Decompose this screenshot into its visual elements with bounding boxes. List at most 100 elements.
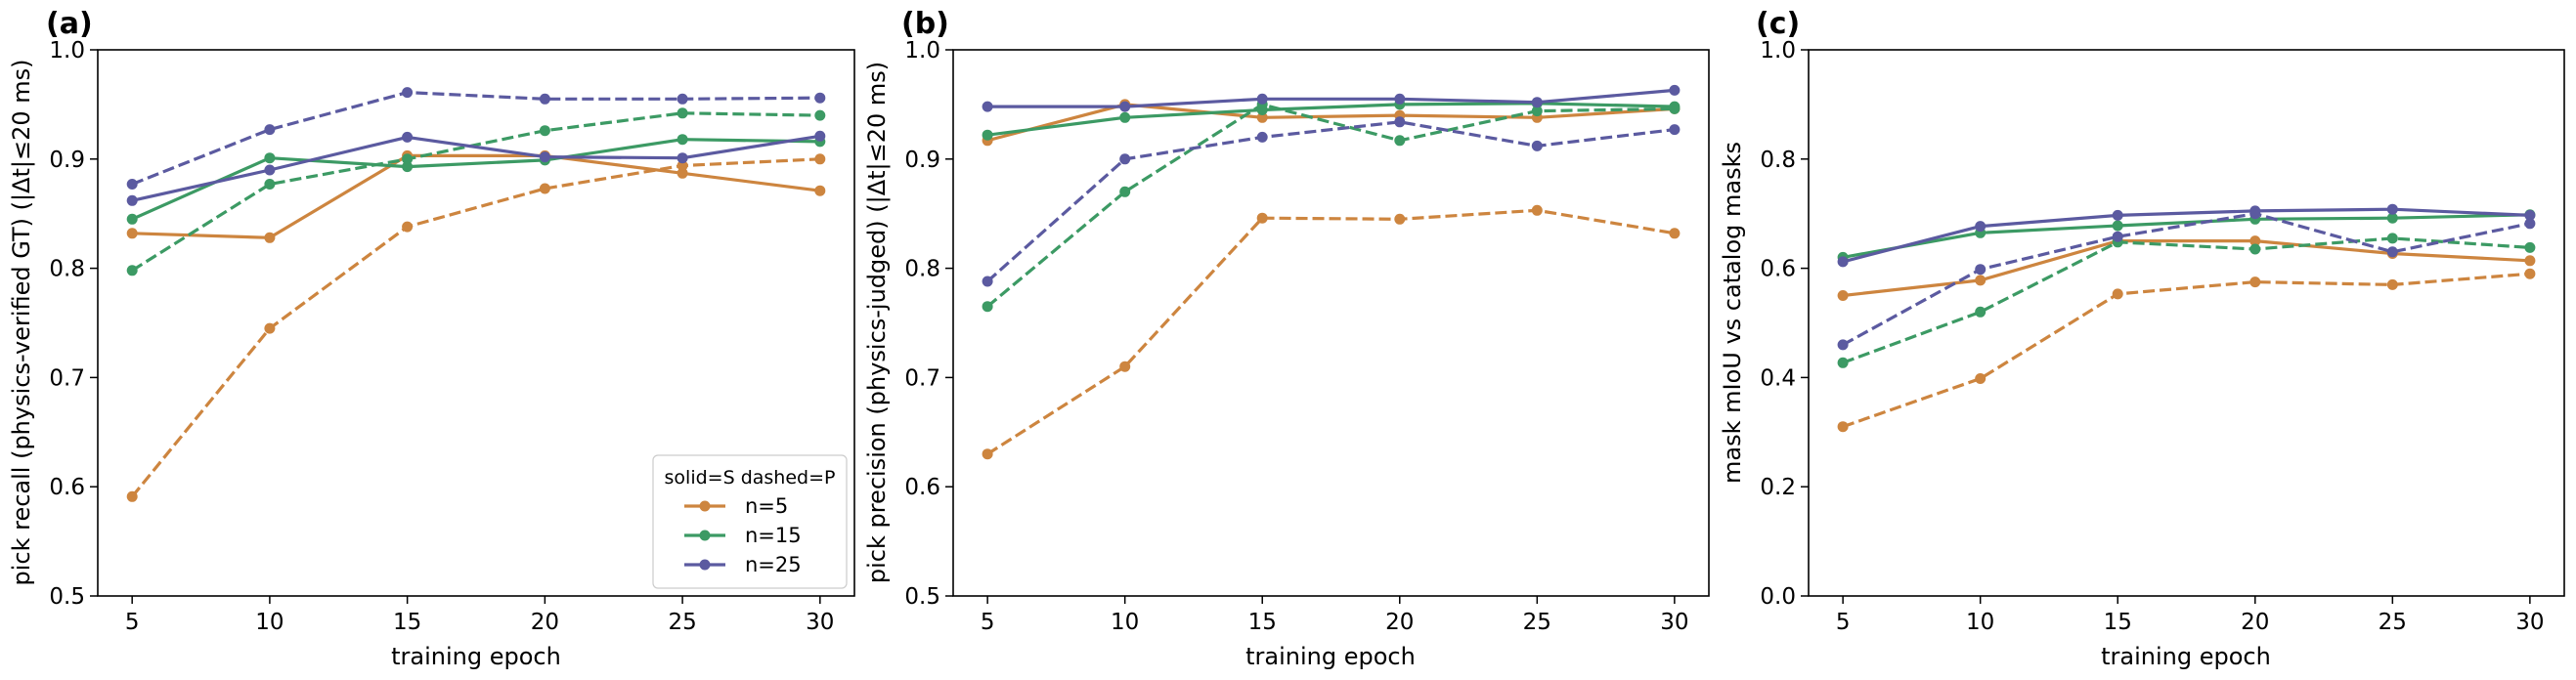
data-point-n5-dashed-c <box>2386 278 2398 290</box>
data-point-n25-dashed-c <box>2386 246 2398 258</box>
y-tick-label-b: 0.6 <box>904 475 940 500</box>
data-point-n25-dashed-b <box>1256 131 1268 143</box>
series-line-n5-dashed-a <box>130 157 820 498</box>
data-point-n15-dashed-c <box>1837 357 1849 368</box>
panel-label-a: (a) <box>46 7 93 41</box>
series-line-n5-dashed-b <box>986 208 1676 456</box>
legend-title: solid=S dashed=P <box>665 467 836 489</box>
x-tick-label-b: 25 <box>1523 610 1551 635</box>
legend-marker <box>699 530 711 541</box>
series-n5-dashed-b <box>982 204 1681 460</box>
data-point-n15-solid-c <box>2112 220 2123 232</box>
panel-label-c: (c) <box>1756 7 1800 41</box>
series-n5-dashed-a <box>126 153 826 502</box>
y-tick-label-c: 0.2 <box>1760 475 1796 500</box>
y-axis-label-a: pick recall (physics-verified GT) (|Δt|≤… <box>8 59 35 585</box>
data-point-n15-dashed-a <box>814 109 826 121</box>
y-tick-label-b: 0.7 <box>904 365 940 391</box>
plot-frame-a <box>97 49 855 597</box>
series-line-n15-dashed-b <box>986 103 1675 308</box>
series-n15-dashed-b <box>982 99 1681 313</box>
data-point-n25-solid-a <box>539 151 550 163</box>
data-point-n15-solid-c <box>2386 212 2398 224</box>
data-point-n25-dashed-b <box>1394 116 1406 128</box>
data-point-n5-dashed-b <box>1119 361 1131 372</box>
x-tick-label-c: 30 <box>2515 610 2544 635</box>
data-point-n25-solid-b <box>1669 84 1681 96</box>
data-point-n25-dashed-a <box>126 179 138 190</box>
data-point-n15-dashed-b <box>1119 186 1131 197</box>
y-tick-label-b: 0.9 <box>904 148 940 173</box>
legend-label: n=25 <box>745 553 802 576</box>
y-axis-label-c: mask mIoU vs catalog masks <box>1719 142 1746 484</box>
x-tick-label-c: 25 <box>2379 610 2407 635</box>
y-tick-label-a: 1.0 <box>49 38 85 64</box>
data-point-n5-dashed-a <box>126 490 138 502</box>
x-tick-label-a: 5 <box>125 610 140 635</box>
panel-a: (a) 5 10 15 20 25 30 0.5 0.6 0.7 0.8 0.9 1.0 traini… <box>8 7 855 670</box>
x-axis-label-c: training epoch <box>2101 643 2271 670</box>
data-point-n15-dashed-b <box>1669 103 1681 114</box>
x-axis-label-a: training epoch <box>391 643 561 670</box>
y-tick-label-b: 0.8 <box>904 257 940 282</box>
data-point-n25-dashed-a <box>402 87 414 99</box>
data-point-n5-dashed-b <box>982 448 993 460</box>
series-n25-dashed-c <box>1837 208 2536 351</box>
y-tick-label-a: 0.5 <box>49 584 85 610</box>
data-point-n25-dashed-a <box>814 92 826 104</box>
data-point-n15-dashed-c <box>2524 241 2536 253</box>
data-point-n25-dashed-c <box>2524 218 2536 230</box>
series-n15-solid-b <box>982 98 1681 141</box>
data-point-n25-solid-c <box>2386 203 2398 215</box>
data-point-n15-solid-a <box>264 152 276 164</box>
series-n5-dashed-c <box>1837 268 2536 433</box>
data-point-n15-dashed-c <box>2386 233 2398 244</box>
series-n25-dashed-a <box>126 87 826 190</box>
data-point-n5-solid-c <box>1837 290 1849 301</box>
x-tick-label-b: 5 <box>981 610 995 635</box>
data-point-n5-solid-b <box>1256 111 1268 123</box>
data-point-n25-solid-c <box>1837 256 1849 268</box>
data-point-n5-dashed-b <box>1256 212 1268 224</box>
data-point-n15-solid-b <box>982 129 993 141</box>
series-line-n15-solid-c <box>1842 213 2530 259</box>
data-point-n5-solid-c <box>1975 275 1987 286</box>
data-point-n25-solid-c <box>2112 209 2123 221</box>
data-point-n25-solid-b <box>1256 93 1268 105</box>
data-point-n15-dashed-b <box>1531 106 1543 117</box>
data-point-n25-dashed-c <box>2112 231 2123 242</box>
data-point-n15-dashed-a <box>677 107 688 119</box>
series-n15-dashed-a <box>126 107 826 276</box>
data-point-n5-solid-a <box>126 228 138 239</box>
series-line-n25-solid-a <box>131 134 821 202</box>
data-point-n5-solid-a <box>677 167 688 179</box>
series-line-n15-solid-b <box>986 102 1675 137</box>
data-point-n25-solid-a <box>677 152 688 164</box>
series-n25-dashed-b <box>982 116 1681 287</box>
plot-frame-b <box>952 49 1710 597</box>
series-n25-solid-c <box>1837 203 2536 268</box>
y-tick-label-b: 0.5 <box>904 584 940 610</box>
data-point-n25-solid-b <box>1119 101 1131 112</box>
data-point-n5-dashed-a <box>264 322 276 334</box>
series-line-n25-dashed-b <box>986 120 1676 283</box>
legend-entry: n=25 <box>684 553 802 576</box>
y-tick-label-c: 1.0 <box>1760 38 1796 64</box>
data-point-n15-dashed-b <box>982 301 993 313</box>
data-point-n15-dashed-a <box>126 265 138 276</box>
y-tick-label-c: 0.0 <box>1760 584 1796 610</box>
series-n25-solid-a <box>126 130 826 206</box>
data-point-n25-solid-a <box>814 130 826 142</box>
x-tick-label-a: 10 <box>255 610 284 635</box>
data-point-n5-dashed-a <box>814 153 826 165</box>
series-n25-solid-b <box>982 84 1681 112</box>
series-line-n15-dashed-a <box>131 111 820 273</box>
legend-marker <box>699 500 711 512</box>
legend-frame <box>652 454 848 589</box>
data-point-n15-dashed-a <box>539 125 550 137</box>
data-point-n15-dashed-a <box>402 153 414 165</box>
y-tick-label-c: 0.4 <box>1760 365 1796 391</box>
data-point-n25-dashed-a <box>677 93 688 105</box>
data-point-n25-solid-a <box>126 194 138 206</box>
